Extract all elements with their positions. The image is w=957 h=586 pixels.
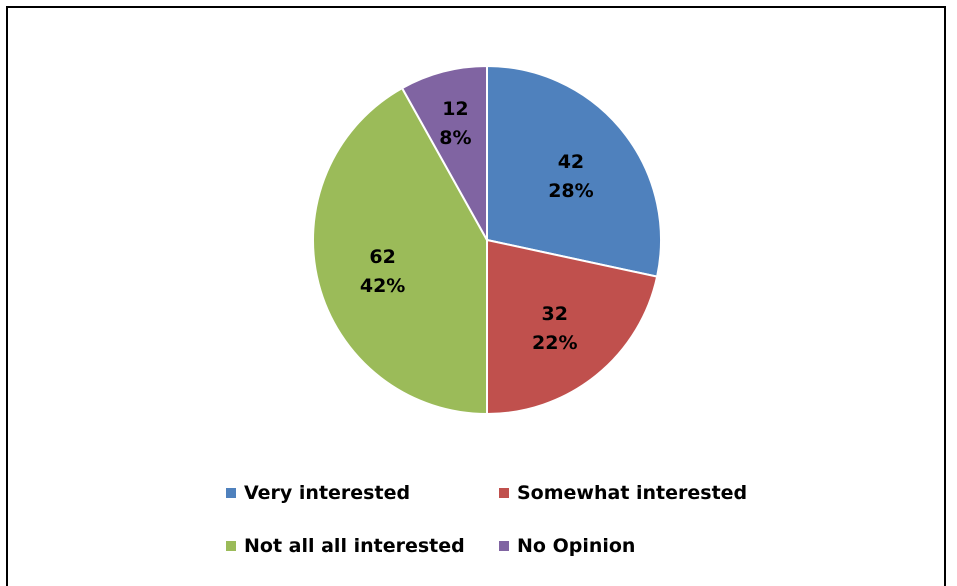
data-label-value-not-all-all-interested: 62 xyxy=(369,246,395,268)
legend-label-somewhat-interested: Somewhat interested xyxy=(517,482,748,504)
pie-slice-not-all-all-interested xyxy=(312,86,488,416)
chart-frame xyxy=(6,6,946,586)
pie-slice-no-opinion xyxy=(400,64,488,244)
data-label-percent-very-interested: 28% xyxy=(548,180,593,202)
data-label-percent-not-all-all-interested: 42% xyxy=(360,275,405,297)
legend-item-no-opinion: No Opinion xyxy=(499,535,635,557)
legend-item-somewhat-interested: Somewhat interested xyxy=(499,482,747,504)
legend-item-very-interested: Very interested xyxy=(226,482,410,504)
legend-item-not-all-interested: Not all all interested xyxy=(226,535,465,557)
legend-swatch-very-interested xyxy=(226,488,236,498)
pie-slice-very-interested xyxy=(486,64,662,278)
data-label-value-no-opinion: 12 xyxy=(442,98,468,120)
data-label-percent-somewhat-interested: 22% xyxy=(532,332,577,354)
legend-swatch-somewhat-interested xyxy=(499,488,509,498)
legend-swatch-not-all-interested xyxy=(226,541,236,551)
legend-label-no-opinion: No Opinion xyxy=(517,535,636,557)
data-label-value-somewhat-interested: 32 xyxy=(542,303,568,325)
legend-label-very-interested: Very interested xyxy=(244,482,411,504)
data-label-percent-no-opinion: 8% xyxy=(439,127,471,149)
legend-label-not-all-interested: Not all all interested xyxy=(244,535,465,557)
data-label-value-very-interested: 42 xyxy=(558,151,584,173)
legend-swatch-no-opinion xyxy=(499,541,509,551)
pie-slice-somewhat-interested xyxy=(486,238,659,416)
